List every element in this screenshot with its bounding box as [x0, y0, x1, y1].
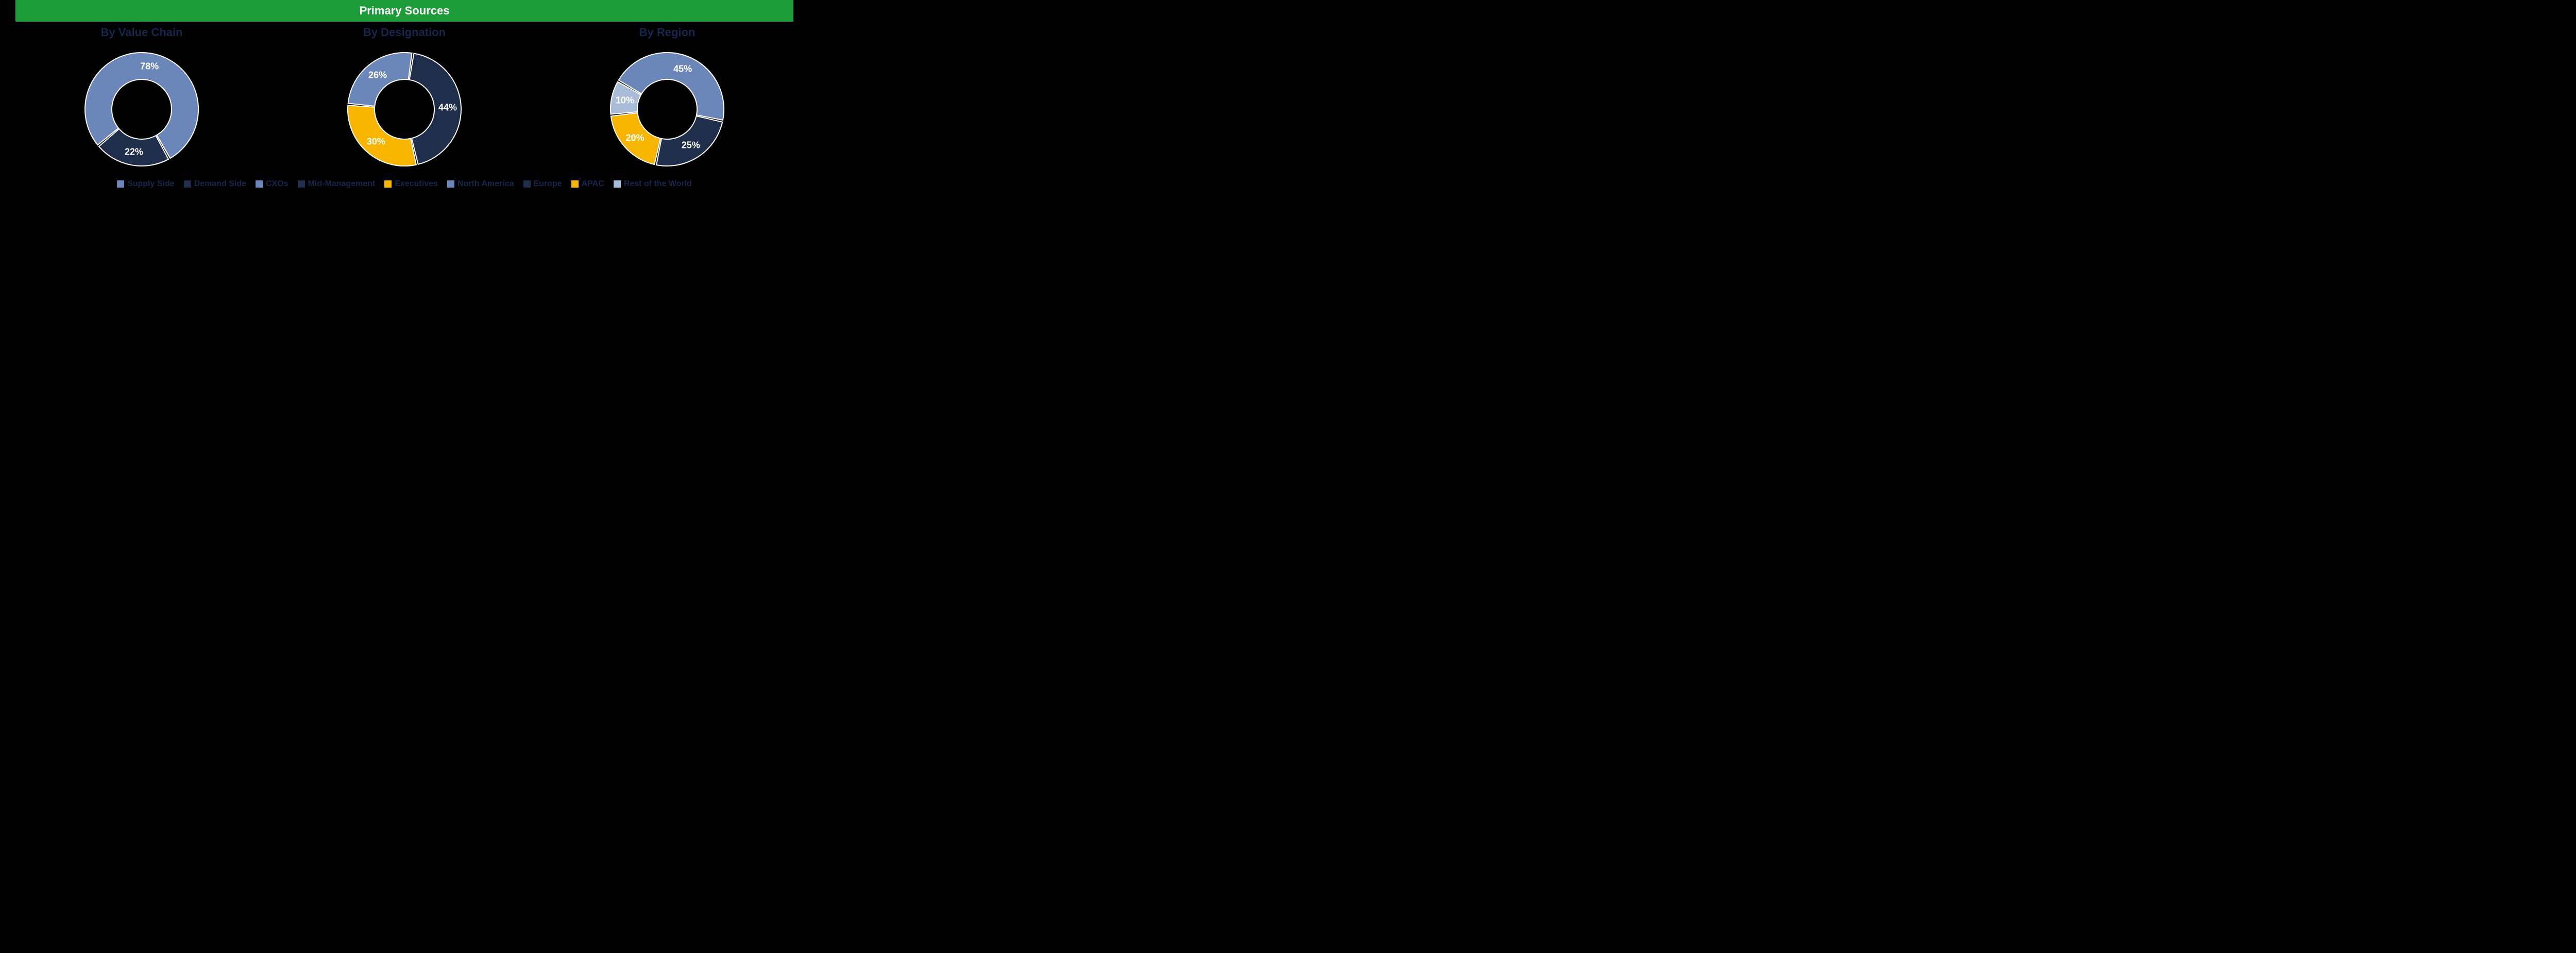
legend-label: North America [457, 179, 514, 189]
slice-label: 78% [140, 61, 159, 72]
slice-label: 10% [616, 95, 634, 106]
legend-swatch [256, 180, 263, 188]
chart-block: By Value Chain 78% 22% [10, 26, 273, 176]
legend-swatch [184, 180, 191, 188]
legend-item: North America [447, 179, 514, 189]
charts-row: By Value Chain 78% 22% By Designation 26% 44%… [0, 26, 809, 176]
legend-swatch [614, 180, 621, 188]
legend-item: Europe [523, 179, 562, 189]
legend-item: Supply Side [117, 179, 175, 189]
legend-label: Supply Side [127, 179, 175, 189]
legend-item: Demand Side [184, 179, 246, 189]
chart-title: By Designation [363, 26, 446, 39]
legend-label: Demand Side [194, 179, 246, 189]
legend-label: Europe [534, 179, 562, 189]
chart-block: By Designation 26% 44% 30% [273, 26, 536, 176]
legend-label: CXOs [266, 179, 289, 189]
slice-label: 20% [626, 133, 645, 144]
donut-chart: 78% 22% [75, 42, 209, 176]
legend-item: Rest of the World [614, 179, 692, 189]
slice-label: 25% [682, 140, 700, 151]
chart-title: By Value Chain [101, 26, 183, 39]
legend-swatch [384, 180, 392, 188]
legend-label: APAC [582, 179, 604, 189]
legend-swatch [117, 180, 124, 188]
header-bar: Primary Sources [15, 0, 793, 22]
legend-item: CXOs [256, 179, 289, 189]
legend-row: Supply Side Demand Side CXOs Mid-Management… [0, 176, 809, 196]
legend-label: Mid-Management [308, 179, 376, 189]
legend-item: Executives [384, 179, 438, 189]
donut-chart: 45% 25% 20% 10% [600, 42, 734, 176]
slice-label: 26% [368, 70, 387, 80]
legend-swatch [571, 180, 579, 188]
chart-title: By Region [639, 26, 696, 39]
legend-swatch [523, 180, 531, 188]
donut-chart: 26% 44% 30% [337, 42, 471, 176]
legend-swatch [298, 180, 305, 188]
legend-label: Executives [395, 179, 438, 189]
slice-label: 30% [367, 137, 385, 147]
donut-slice [348, 105, 416, 166]
legend-swatch [447, 180, 454, 188]
legend-item: Mid-Management [298, 179, 376, 189]
legend-item: APAC [571, 179, 604, 189]
slice-label: 22% [125, 146, 143, 157]
legend-label: Rest of the World [624, 179, 692, 189]
slice-label: 45% [673, 63, 692, 74]
chart-block: By Region 45% 25% 20% 10% [536, 26, 799, 176]
slice-label: 44% [438, 102, 457, 113]
